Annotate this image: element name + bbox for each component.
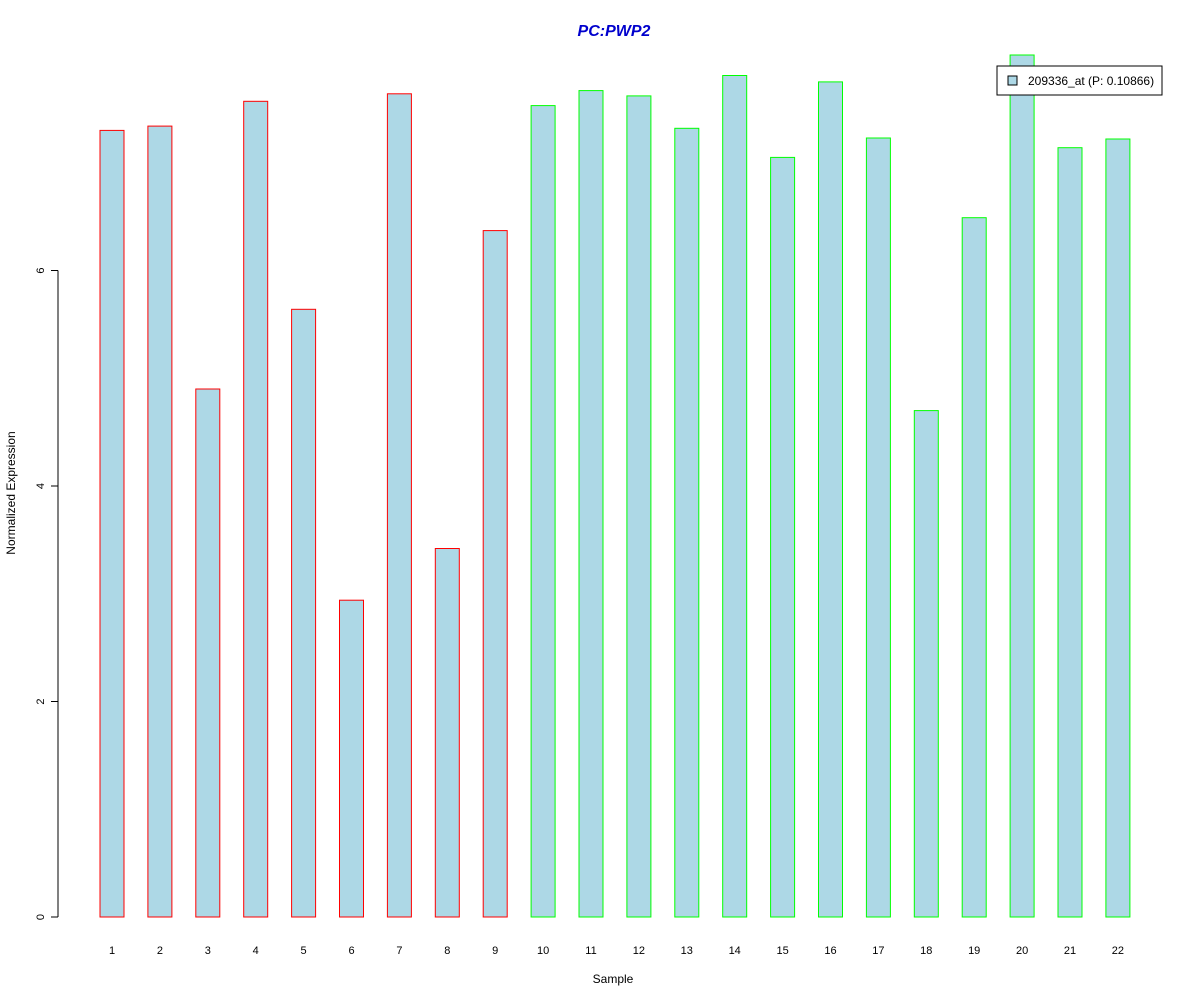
bar-sample-20 (1009, 54, 1035, 918)
x-tick-label: 22 (1112, 945, 1124, 957)
bar-sample-3 (195, 388, 221, 918)
x-axis-title: Sample (593, 972, 634, 986)
x-tick-label: 18 (920, 945, 932, 957)
legend-swatch (1007, 75, 1018, 86)
x-tick-label: 13 (681, 945, 693, 957)
bar-sample-5 (291, 308, 317, 918)
bar-sample-22 (1105, 138, 1131, 918)
bar-sample-11 (578, 90, 604, 918)
x-tick-labels: 1 2 3 4 5 6 7 8 9 10 11 12 13 14 15 16 17 18 19 20 21 22 (109, 945, 1124, 957)
x-tick-label: 12 (633, 945, 645, 957)
bar-sample-18 (913, 410, 939, 918)
bars-layer (99, 54, 1131, 918)
x-tick-label: 14 (729, 945, 741, 957)
chart-title: PC:PWP2 (578, 23, 651, 40)
x-tick-label: 3 (205, 945, 211, 957)
bar-sample-21 (1057, 147, 1083, 918)
x-tick-label: 7 (396, 945, 402, 957)
x-tick-label: 1 (109, 945, 115, 957)
bar-sample-2 (147, 125, 173, 918)
bar-sample-14 (722, 75, 748, 918)
x-tick-label: 9 (492, 945, 498, 957)
x-tick-label: 17 (872, 945, 884, 957)
x-tick-label: 10 (537, 945, 549, 957)
legend-label: 209336_at (P: 0.10866) (1028, 74, 1154, 88)
bar-sample-19 (961, 217, 987, 918)
x-tick-label: 19 (968, 945, 980, 957)
bar-sample-16 (818, 81, 843, 918)
y-tick-label: 2 (35, 698, 47, 704)
x-tick-label: 6 (348, 945, 354, 957)
bar-sample-9 (482, 230, 508, 918)
bar-sample-6 (339, 599, 364, 918)
bar-sample-1 (99, 129, 125, 918)
y-axis: 0 2 4 6 (35, 267, 59, 920)
y-axis-title: Normalized Expression (4, 431, 18, 554)
x-tick-label: 5 (301, 945, 307, 957)
legend: 209336_at (P: 0.10866) (996, 65, 1163, 96)
x-tick-label: 16 (824, 945, 836, 957)
bar-sample-4 (243, 100, 269, 918)
bar-sample-13 (674, 127, 700, 918)
x-tick-label: 2 (157, 945, 163, 957)
legend-box (996, 65, 1163, 96)
bar-sample-8 (434, 548, 460, 918)
bar-sample-12 (626, 95, 652, 918)
x-tick-label: 20 (1016, 945, 1028, 957)
y-tick-label: 4 (35, 483, 47, 489)
bar-sample-15 (770, 156, 796, 918)
y-tick-label: 0 (35, 914, 47, 920)
x-tick-label: 11 (585, 945, 596, 957)
bar-sample-10 (530, 105, 556, 918)
bar-sample-7 (386, 93, 412, 918)
x-tick-label: 4 (253, 945, 259, 957)
x-tick-label: 15 (776, 945, 788, 957)
x-tick-label: 8 (444, 945, 450, 957)
bar-sample-17 (865, 137, 891, 918)
x-tick-label: 21 (1064, 945, 1076, 957)
y-tick-label: 6 (35, 267, 47, 273)
